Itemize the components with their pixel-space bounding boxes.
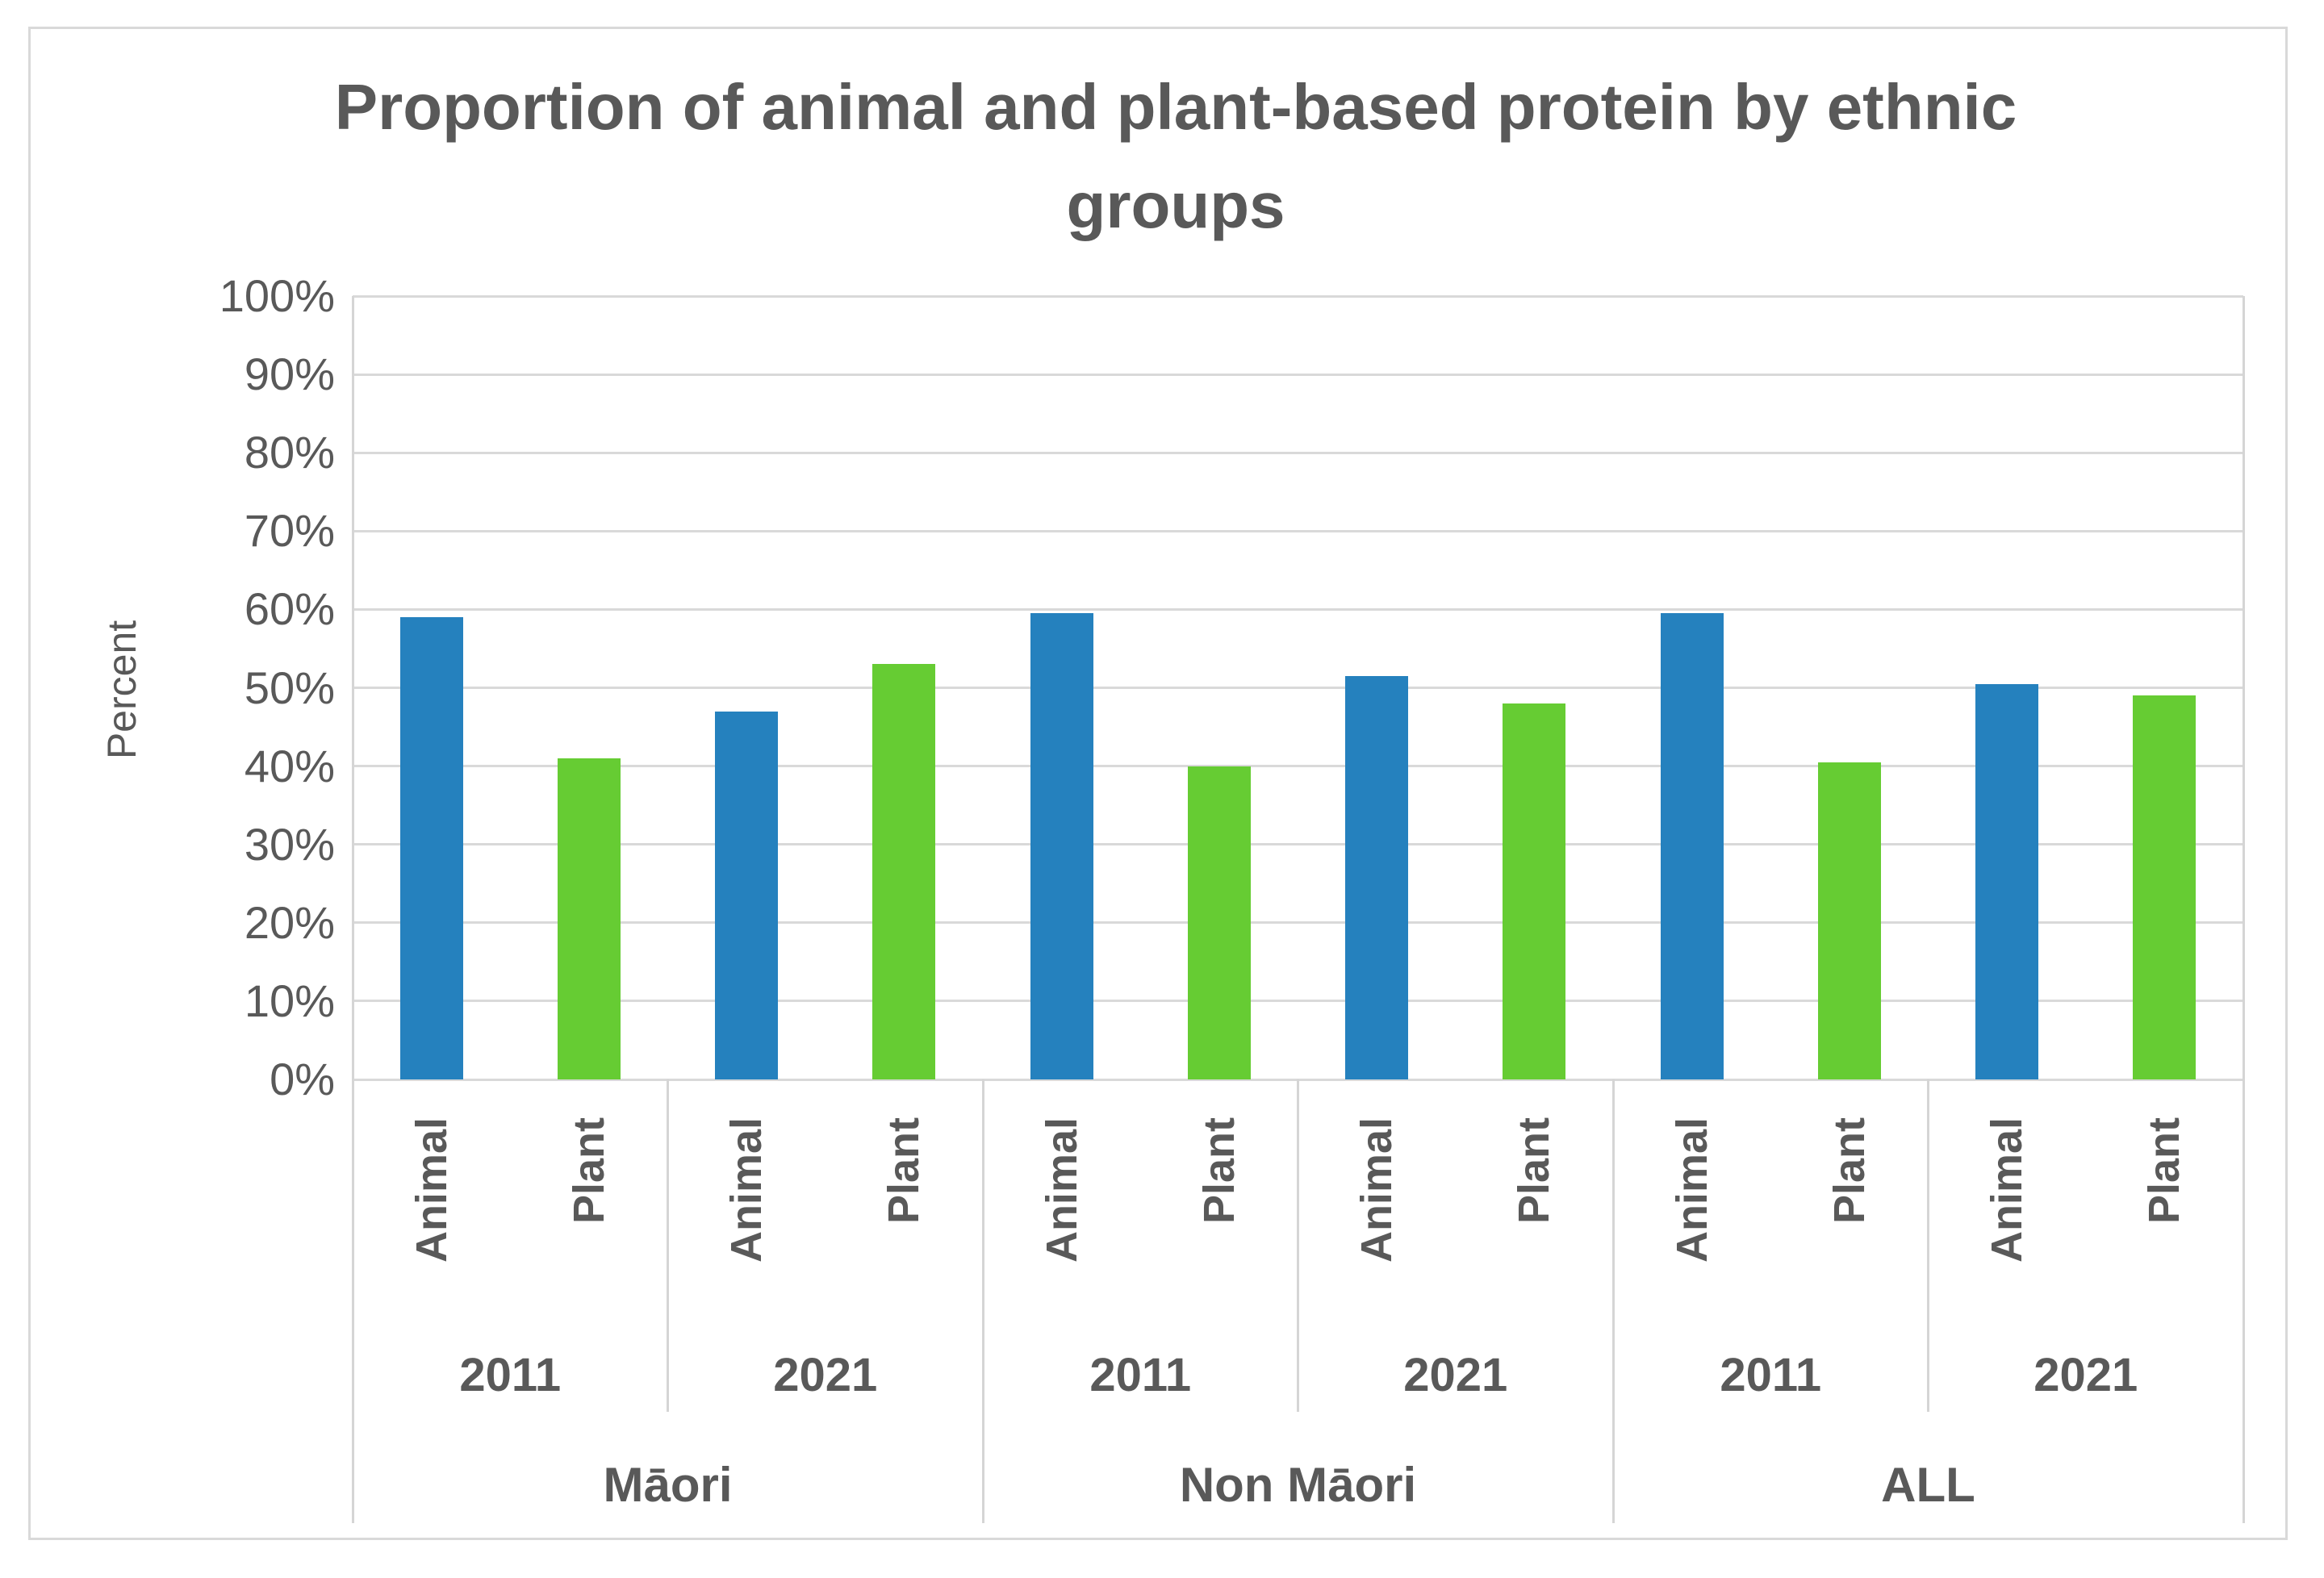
year-label: 2021: [773, 1349, 878, 1401]
plot-left-border: [351, 296, 354, 1523]
year-label: 2021: [2034, 1349, 2138, 1401]
y-tick-label: 70%: [244, 505, 335, 557]
plant-bar: [1817, 762, 1881, 1079]
y-tick-label: 10%: [244, 975, 335, 1026]
gridline: [353, 294, 2243, 298]
bar-category-label: Plant: [2140, 1117, 2189, 1225]
animal-bar: [1345, 675, 1409, 1079]
bar-category-label: Animal: [1037, 1117, 1086, 1263]
year-label: 2011: [1089, 1349, 1192, 1401]
y-tick-label: 30%: [244, 818, 335, 870]
bar-category-label: Plant: [1510, 1117, 1559, 1225]
year-label: 2021: [1403, 1349, 1508, 1401]
year-label: 2011: [459, 1349, 562, 1401]
gridline: [353, 765, 2243, 768]
ethnic-group-label: Non Māori: [1179, 1458, 1417, 1512]
gridline: [353, 529, 2243, 532]
y-tick-label: 80%: [244, 427, 335, 478]
bar-category-label: Animal: [722, 1117, 771, 1263]
y-tick-label: 0%: [270, 1054, 335, 1104]
gridline: [353, 921, 2243, 925]
y-tick-label: 40%: [244, 740, 335, 791]
plot-right-border: [2242, 296, 2245, 1523]
y-tick-label: 20%: [244, 896, 335, 948]
animal-bar: [399, 617, 463, 1079]
year-separator-line: [667, 1079, 669, 1412]
gridline: [353, 451, 2243, 454]
animal-bar: [1660, 613, 1724, 1079]
gridline: [353, 1000, 2243, 1003]
bar-category-label: Plant: [1194, 1117, 1244, 1225]
bar-category-label: Plant: [1825, 1117, 1874, 1225]
ethnic-group-label: Māori: [603, 1458, 733, 1512]
y-tick-label: 100%: [219, 270, 335, 321]
plant-bar: [557, 758, 621, 1079]
plant-bar: [872, 664, 936, 1079]
year-label: 2011: [1720, 1349, 1822, 1401]
gridline: [353, 843, 2243, 846]
gridline: [353, 607, 2243, 611]
bar-category-label: Animal: [407, 1117, 456, 1263]
group-separator-line: [1611, 1079, 1615, 1523]
plant-bar: [1187, 766, 1251, 1079]
y-tick-label: 50%: [244, 662, 335, 713]
bar-category-label: Animal: [1667, 1117, 1716, 1263]
animal-bar: [1975, 683, 2039, 1079]
animal-bar: [715, 711, 779, 1079]
animal-bar: [1030, 613, 1093, 1079]
chart-title: Proportion of animal and plant-based pro…: [334, 71, 2017, 241]
gridline: [353, 373, 2243, 376]
y-tick-label: 60%: [244, 583, 335, 635]
gridline: [353, 687, 2243, 689]
y-tick-label: 90%: [244, 349, 335, 400]
bar-category-label: Plant: [564, 1117, 613, 1225]
bar-category-label: Animal: [1983, 1117, 2032, 1263]
plant-bar: [1503, 703, 1566, 1079]
bar-category-label: Animal: [1352, 1117, 1402, 1263]
group-separator-line: [981, 1079, 984, 1523]
bar-category-label: Plant: [880, 1117, 929, 1225]
plant-bar: [2133, 695, 2197, 1079]
ethnic-group-label: ALL: [1881, 1458, 1975, 1512]
year-separator-line: [1927, 1079, 1929, 1412]
year-separator-line: [1297, 1079, 1299, 1412]
